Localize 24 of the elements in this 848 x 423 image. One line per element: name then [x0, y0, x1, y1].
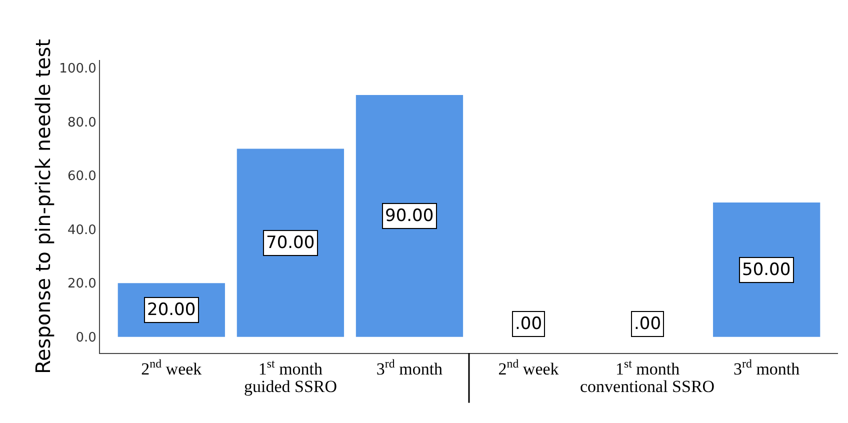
x-tick-label: 3$^{rd}$ month [734, 356, 800, 378]
x-tick-label: 1$^{st}$ month [258, 356, 324, 378]
text: conventional SSRO [580, 377, 715, 396]
x-tick-label: 2$^{nd}$ week [498, 356, 560, 378]
x-tick-label: 1$^{st}$ month [615, 356, 680, 378]
data-label: .00 [515, 314, 542, 334]
data-label: 50.00 [742, 260, 791, 280]
data-label: 90.00 [385, 206, 434, 226]
text: guided SSRO [244, 377, 338, 396]
data-label: .00 [634, 314, 662, 334]
data-label: 20.00 [147, 300, 196, 320]
bar [356, 94, 464, 337]
y-tick-label: 60.0 [67, 169, 96, 184]
y-tick-label: 100.0 [59, 62, 96, 77]
data-label: 70.00 [266, 233, 315, 253]
x-tick-label: 3$^{rd}$ month [376, 356, 444, 378]
x-tick-label: 2$^{nd}$ week [141, 356, 202, 378]
y-tick-label: 40.0 [67, 222, 96, 238]
y-tick-label: 80.0 [67, 115, 96, 130]
bar [236, 148, 344, 337]
y-tick-label: 20.0 [67, 276, 96, 292]
y-tick-label: 0.0 [76, 330, 96, 346]
y-axis-title: Response to pin-prick needle test [31, 38, 55, 374]
bar [713, 202, 820, 337]
